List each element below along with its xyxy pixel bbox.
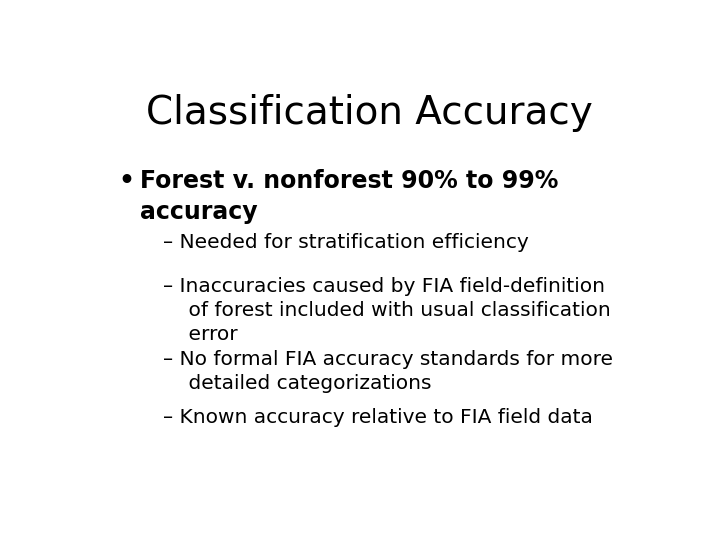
- Text: accuracy: accuracy: [140, 200, 258, 224]
- Text: – No formal FIA accuracy standards for more
    detailed categorizations: – No formal FIA accuracy standards for m…: [163, 349, 613, 393]
- Text: Classification Accuracy: Classification Accuracy: [145, 94, 593, 132]
- Text: Forest v. nonforest 90% to 99%: Forest v. nonforest 90% to 99%: [140, 168, 559, 193]
- Text: – Needed for stratification efficiency: – Needed for stratification efficiency: [163, 233, 528, 252]
- Text: – Known accuracy relative to FIA field data: – Known accuracy relative to FIA field d…: [163, 408, 593, 427]
- Text: – Inaccuracies caused by FIA field-definition
    of forest included with usual : – Inaccuracies caused by FIA field-defin…: [163, 277, 611, 345]
- Text: •: •: [118, 168, 134, 193]
